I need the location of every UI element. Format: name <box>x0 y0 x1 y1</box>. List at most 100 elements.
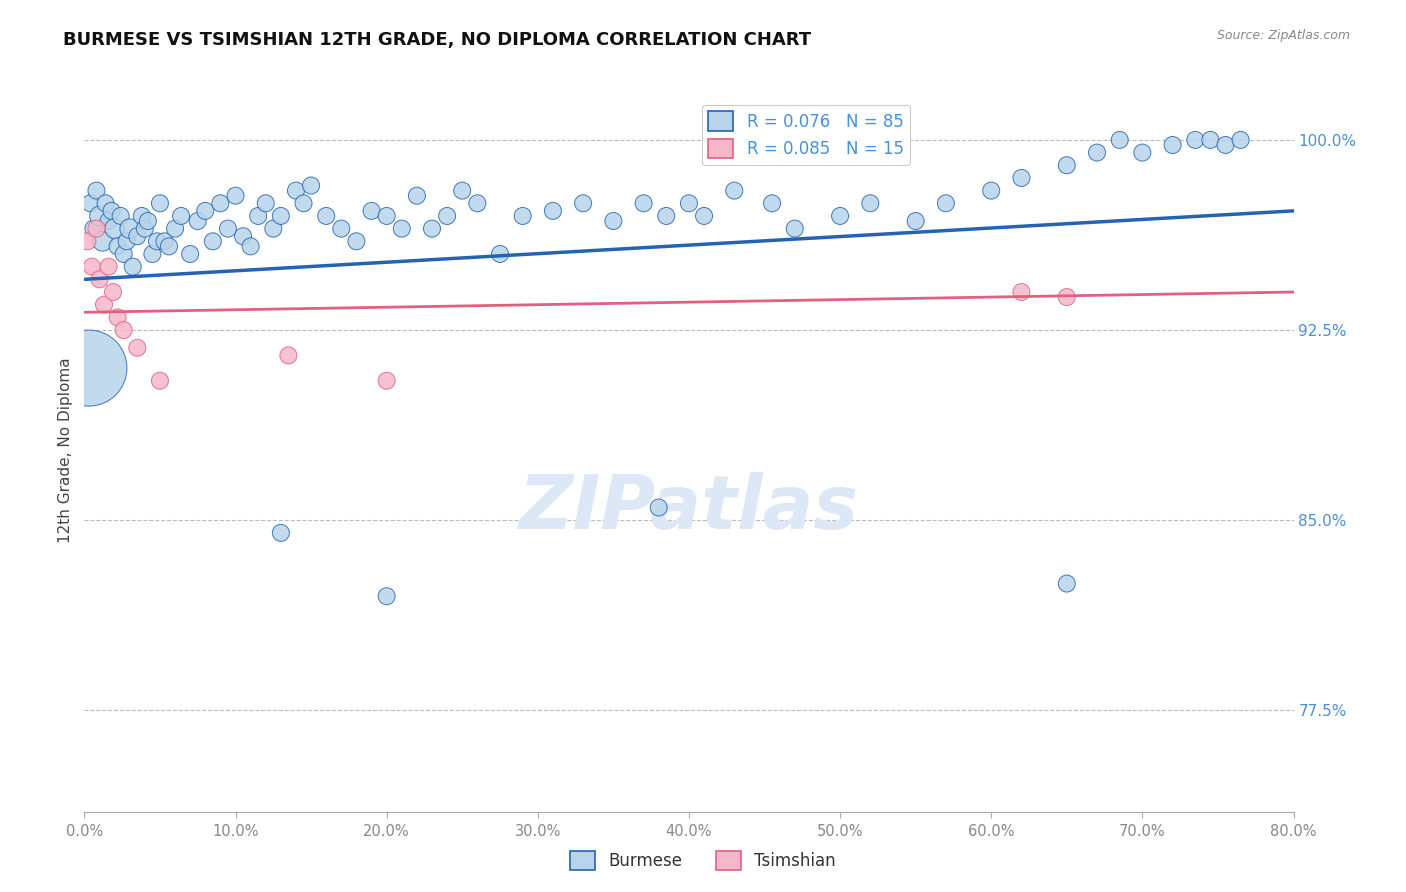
Point <box>830 209 852 223</box>
Point <box>101 285 124 299</box>
Point <box>1199 133 1222 147</box>
Point <box>194 203 217 218</box>
Point <box>904 214 927 228</box>
Point <box>1184 133 1206 147</box>
Point <box>512 209 534 223</box>
Point <box>602 214 624 228</box>
Point <box>315 209 337 223</box>
Point <box>489 247 512 261</box>
Point <box>648 500 671 515</box>
Point <box>655 209 678 223</box>
Point <box>391 221 413 235</box>
Y-axis label: 12th Grade, No Diploma: 12th Grade, No Diploma <box>58 358 73 543</box>
Point <box>467 196 489 211</box>
Point <box>115 235 138 249</box>
Point <box>77 361 100 376</box>
Point <box>633 196 655 211</box>
Point <box>104 221 127 235</box>
Point <box>859 196 882 211</box>
Point <box>254 196 277 211</box>
Point <box>1161 138 1184 153</box>
Point <box>94 196 117 211</box>
Point <box>693 209 716 223</box>
Point <box>1056 576 1078 591</box>
Point <box>127 341 149 355</box>
Point <box>1229 133 1251 147</box>
Point <box>299 178 322 193</box>
Point <box>285 184 308 198</box>
Point <box>91 235 114 249</box>
Point <box>121 260 143 274</box>
Point <box>118 221 141 235</box>
Point <box>232 229 254 244</box>
Text: ZIPatlas: ZIPatlas <box>519 472 859 545</box>
Point <box>436 209 458 223</box>
Point <box>541 203 564 218</box>
Point <box>330 221 353 235</box>
Point <box>375 589 398 603</box>
Point <box>149 374 172 388</box>
Point <box>97 214 120 228</box>
Point <box>107 239 129 253</box>
Point <box>1108 133 1130 147</box>
Point <box>201 235 224 249</box>
Point <box>110 209 132 223</box>
Point <box>187 214 209 228</box>
Point <box>980 184 1002 198</box>
Point <box>1215 138 1237 153</box>
Point <box>572 196 595 211</box>
Point <box>262 221 284 235</box>
Point <box>127 229 149 244</box>
Point <box>406 188 429 202</box>
Point <box>723 184 745 198</box>
Point <box>79 196 101 211</box>
Point <box>107 310 129 325</box>
Point <box>375 374 398 388</box>
Point <box>1132 145 1154 160</box>
Point <box>935 196 957 211</box>
Point <box>141 247 163 261</box>
Point <box>209 196 232 211</box>
Point <box>112 247 135 261</box>
Text: BURMESE VS TSIMSHIAN 12TH GRADE, NO DIPLOMA CORRELATION CHART: BURMESE VS TSIMSHIAN 12TH GRADE, NO DIPL… <box>63 31 811 49</box>
Point <box>1011 285 1033 299</box>
Point <box>375 209 398 223</box>
Point <box>170 209 193 223</box>
Point <box>217 221 239 235</box>
Point <box>100 203 122 218</box>
Point <box>134 221 156 235</box>
Point <box>149 196 172 211</box>
Point <box>86 184 108 198</box>
Point <box>270 525 292 540</box>
Point <box>225 188 247 202</box>
Point <box>247 209 270 223</box>
Point <box>1056 158 1078 172</box>
Point <box>451 184 474 198</box>
Point <box>277 348 299 362</box>
Point <box>146 235 169 249</box>
Point <box>1056 290 1078 304</box>
Point <box>678 196 700 211</box>
Point <box>112 323 135 337</box>
Point <box>346 235 368 249</box>
Text: Source: ZipAtlas.com: Source: ZipAtlas.com <box>1216 29 1350 42</box>
Point <box>420 221 443 235</box>
Point <box>1011 170 1033 185</box>
Point <box>270 209 292 223</box>
Point <box>131 209 153 223</box>
Point <box>179 247 201 261</box>
Point <box>783 221 806 235</box>
Point <box>761 196 783 211</box>
Legend: Burmese, Tsimshian: Burmese, Tsimshian <box>564 844 842 877</box>
Point <box>136 214 159 228</box>
Point <box>89 272 111 286</box>
Point <box>76 235 98 249</box>
Point <box>292 196 315 211</box>
Point <box>165 221 187 235</box>
Point <box>82 221 104 235</box>
Point <box>93 298 115 312</box>
Point <box>239 239 262 253</box>
Legend: R = 0.076   N = 85, R = 0.085   N = 15: R = 0.076 N = 85, R = 0.085 N = 15 <box>702 104 910 165</box>
Point <box>89 209 111 223</box>
Point <box>80 260 103 274</box>
